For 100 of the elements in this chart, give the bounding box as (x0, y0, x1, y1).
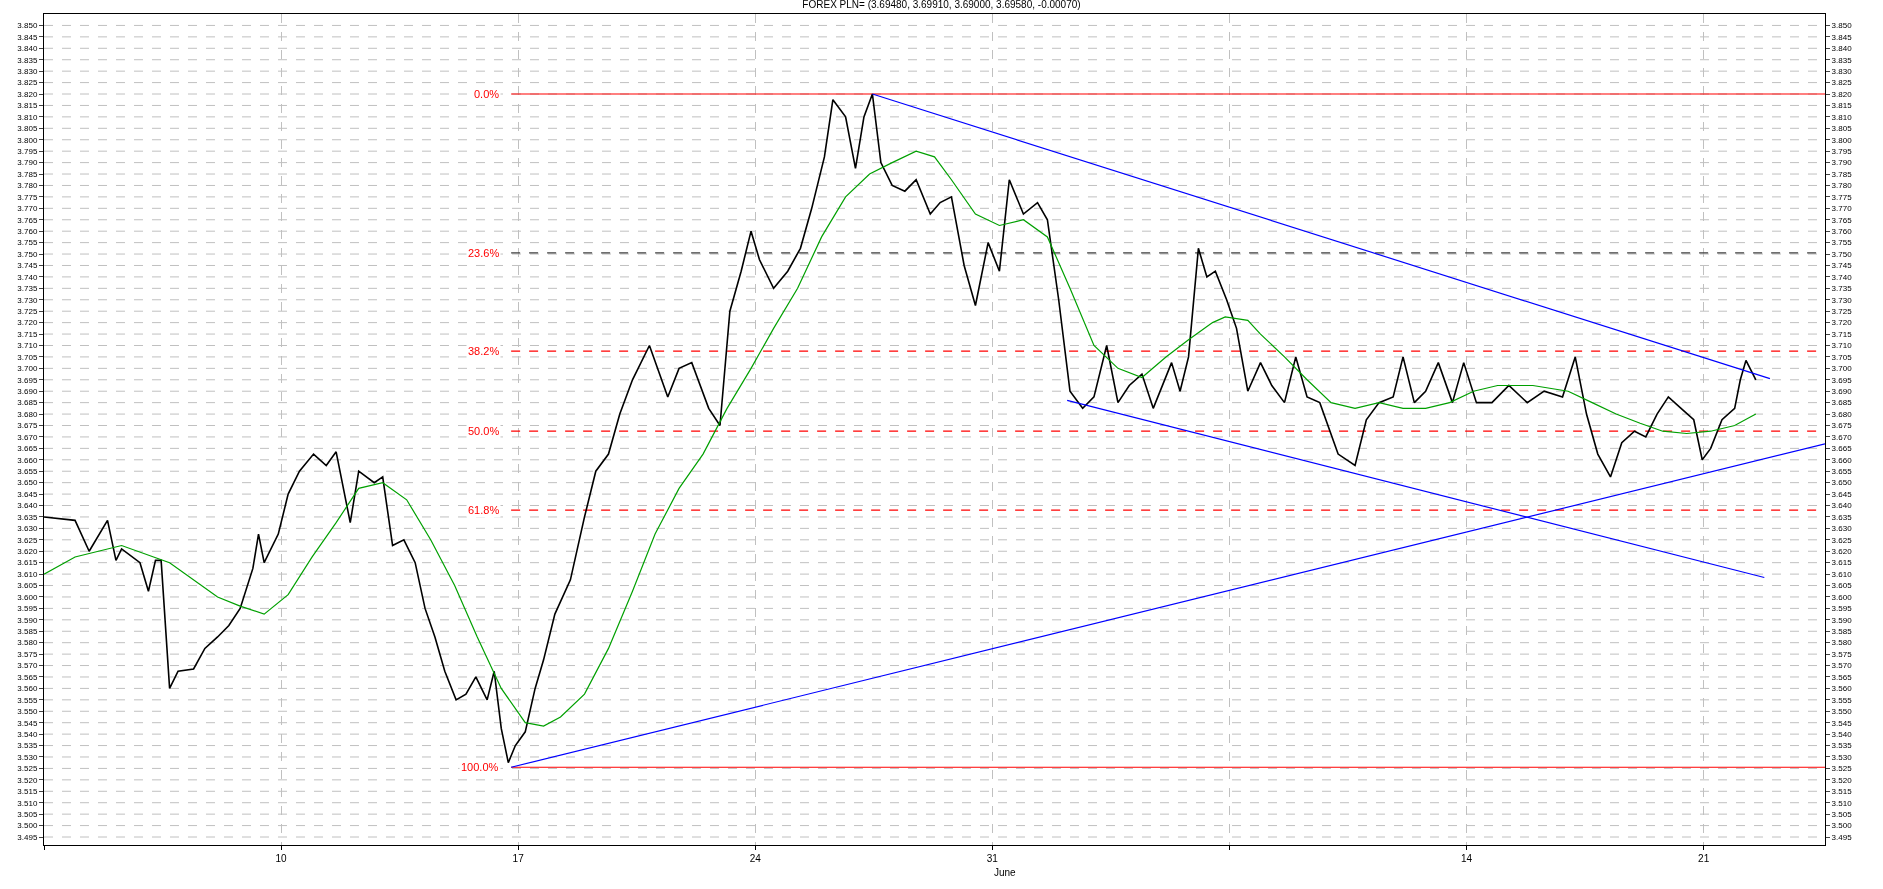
y2-tick-label: 3.495 (1831, 832, 1853, 842)
y2-tick-label: 3.665 (1831, 444, 1853, 454)
y2-tick-label: 3.825 (1831, 78, 1853, 88)
y-tick-label: 3.825 (17, 78, 38, 88)
y-tick-label: 3.670 (17, 432, 38, 442)
y-tick-label: 3.775 (17, 192, 38, 202)
y-tick-label: 3.750 (17, 249, 38, 259)
y-tick-label: 3.805 (17, 124, 38, 134)
y2-tick-label: 3.605 (1831, 581, 1853, 591)
y-tick-label: 3.770 (17, 204, 38, 214)
y2-tick-label: 3.510 (1831, 798, 1853, 808)
x-tick-label: 17 (512, 853, 525, 864)
y-tick-label: 3.845 (17, 32, 38, 42)
y-tick-label: 3.710 (17, 341, 38, 351)
y-tick-label: 3.605 (17, 581, 38, 591)
y2-tick-label: 3.685 (1831, 398, 1853, 408)
y2-tick-label: 3.805 (1831, 124, 1853, 134)
y2-tick-label: 3.600 (1831, 592, 1853, 602)
y-tick-label: 3.530 (17, 752, 38, 762)
y2-tick-label: 3.650 (1831, 478, 1853, 488)
y-tick-label: 3.635 (17, 512, 38, 522)
y2-tick-label: 3.850 (1831, 21, 1853, 31)
y-tick-label: 3.720 (17, 318, 38, 328)
y-tick-label: 3.705 (17, 352, 38, 362)
y-tick-label: 3.820 (17, 89, 38, 99)
y2-tick-label: 3.520 (1831, 775, 1853, 785)
y-tick-label: 3.695 (17, 375, 38, 385)
y2-tick-label: 3.575 (1831, 649, 1853, 659)
y2-tick-label: 3.595 (1831, 604, 1853, 614)
y2-tick-label: 3.590 (1831, 615, 1853, 625)
y-tick-label: 3.835 (17, 55, 38, 65)
y-tick-label: 3.545 (17, 718, 38, 728)
y-tick-label: 3.780 (17, 181, 38, 191)
y2-tick-label: 3.610 (1831, 569, 1853, 579)
y2-tick-label: 3.530 (1831, 752, 1853, 762)
y-tick-label: 3.660 (17, 455, 38, 465)
y-tick-label: 3.725 (17, 306, 38, 316)
y2-tick-label: 3.635 (1831, 512, 1853, 522)
y-tick-label: 3.585 (17, 627, 38, 637)
y-tick-label: 3.755 (17, 238, 38, 248)
y2-tick-label: 3.500 (1831, 821, 1853, 831)
y2-tick-label: 3.620 (1831, 547, 1853, 557)
y2-tick-label: 3.565 (1831, 672, 1853, 682)
y-tick-label: 3.590 (17, 615, 38, 625)
y2-tick-label: 3.640 (1831, 501, 1853, 511)
y2-tick-label: 3.835 (1831, 55, 1853, 65)
series-label: 100.0% (461, 761, 499, 773)
y2-tick-label: 3.840 (1831, 44, 1853, 54)
y2-tick-label: 3.585 (1831, 627, 1853, 637)
series-label: 38.2% (468, 345, 500, 357)
y-tick-label: 3.685 (17, 398, 38, 408)
x-tick-label: 21 (1698, 853, 1710, 864)
y2-tick-label: 3.710 (1831, 341, 1853, 351)
y-tick-label: 3.700 (17, 364, 38, 374)
y-tick-label: 3.630 (17, 524, 38, 534)
y-tick-label: 3.570 (17, 661, 38, 671)
y2-tick-label: 3.670 (1831, 432, 1853, 442)
y2-tick-label: 3.570 (1831, 661, 1853, 671)
y2-tick-label: 3.505 (1831, 809, 1853, 819)
y2-tick-label: 3.630 (1831, 524, 1853, 534)
y-tick-label: 3.625 (17, 535, 38, 545)
y-tick-label: 3.765 (17, 215, 38, 225)
y2-tick-label: 3.700 (1831, 364, 1853, 374)
series-label: 23.6% (468, 247, 500, 259)
y2-tick-label: 3.730 (1831, 295, 1853, 305)
y-tick-label: 3.645 (17, 489, 38, 499)
y2-tick-label: 3.550 (1831, 707, 1853, 717)
y2-tick-label: 3.660 (1831, 455, 1853, 465)
y-tick-label: 3.520 (17, 775, 38, 785)
y-tick-label: 3.550 (17, 707, 38, 717)
y2-tick-label: 3.765 (1831, 215, 1853, 225)
y-tick-label: 3.760 (17, 226, 38, 236)
y2-tick-label: 3.845 (1831, 32, 1853, 42)
y-tick-label: 3.840 (17, 44, 38, 54)
y2-tick-label: 3.780 (1831, 181, 1853, 191)
x-tick-label: 24 (749, 853, 762, 864)
y2-tick-label: 3.580 (1831, 638, 1853, 648)
y2-tick-label: 3.790 (1831, 158, 1853, 168)
y-tick-label: 3.790 (17, 158, 38, 168)
y-tick-label: 3.810 (17, 112, 38, 122)
y2-tick-label: 3.560 (1831, 684, 1853, 694)
y-tick-label: 3.615 (17, 558, 38, 568)
y-tick-label: 3.690 (17, 387, 38, 397)
y2-tick-label: 3.705 (1831, 352, 1853, 362)
y2-tick-label: 3.755 (1831, 238, 1853, 248)
y2-tick-label: 3.720 (1831, 318, 1853, 328)
y-tick-label: 3.740 (17, 272, 38, 282)
y-tick-label: 3.505 (17, 809, 38, 819)
y-tick-label: 3.675 (17, 421, 38, 431)
y-tick-label: 3.595 (17, 604, 38, 614)
y2-tick-label: 3.655 (1831, 467, 1853, 477)
y2-tick-label: 3.800 (1831, 135, 1853, 145)
y-tick-label: 3.830 (17, 66, 38, 76)
y-tick-label: 3.650 (17, 478, 38, 488)
y-tick-label: 3.565 (17, 672, 38, 682)
y2-tick-label: 3.810 (1831, 112, 1853, 122)
y-tick-label: 3.640 (17, 501, 38, 511)
y-tick-label: 3.525 (17, 764, 38, 774)
y-tick-label: 3.680 (17, 409, 38, 419)
y2-tick-label: 3.680 (1831, 409, 1853, 419)
